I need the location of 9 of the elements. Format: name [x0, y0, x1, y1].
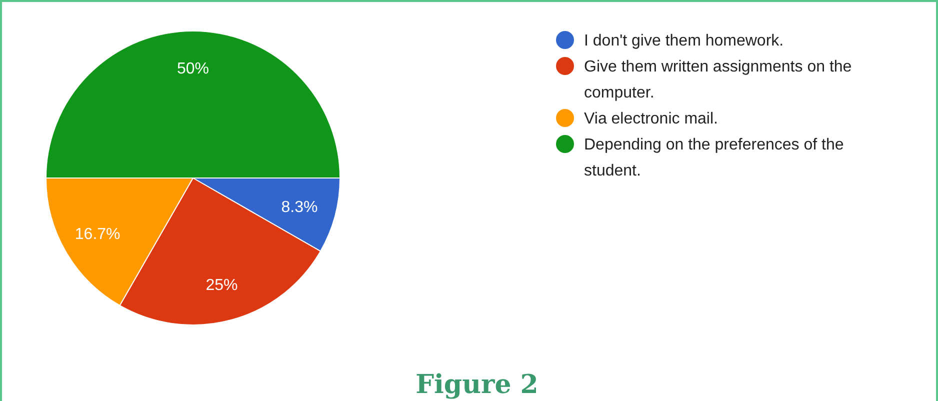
- data-label: 16.7%: [74, 226, 120, 243]
- legend-label: Depending on the preferences of the student.: [584, 136, 844, 180]
- legend-label: Give them written assignments on the computer.: [584, 58, 852, 102]
- data-label: 50%: [176, 60, 210, 78]
- data-label: 8.3%: [281, 199, 318, 216]
- data-label: 25%: [206, 277, 238, 294]
- legend-label: Via electronic mail.: [584, 110, 718, 128]
- legend-label: I don't give them homework.: [584, 32, 784, 50]
- caption: Figure 2: [416, 370, 538, 400]
